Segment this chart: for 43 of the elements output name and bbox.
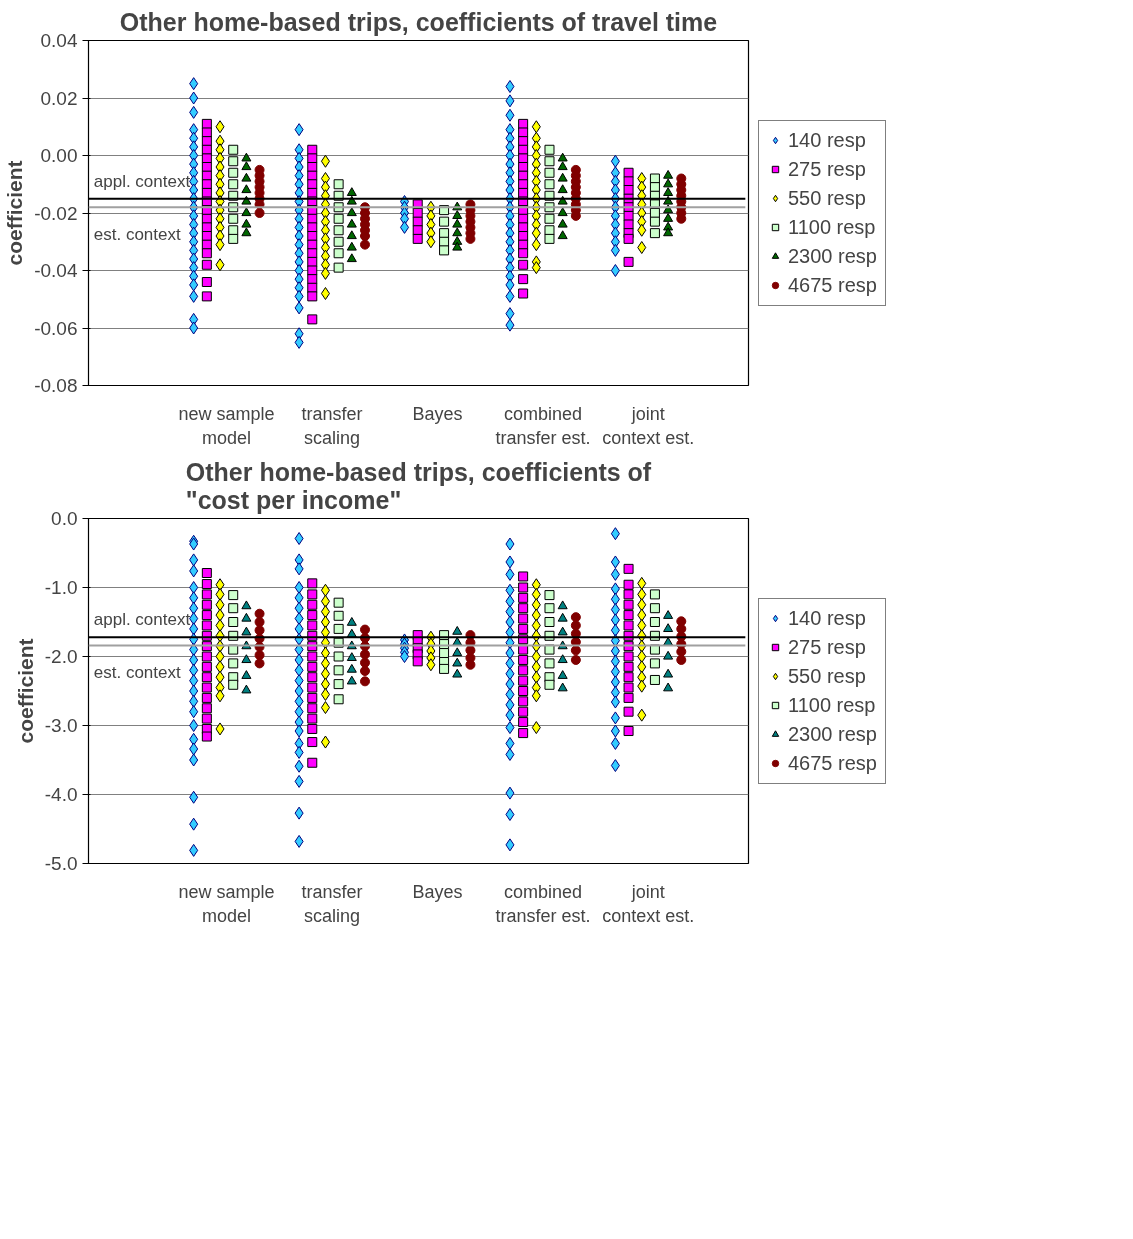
legend-label: 2300 resp <box>788 244 877 268</box>
x-tick-label: joint context est. <box>602 403 695 448</box>
y-tick-label: 0.00 <box>40 145 78 166</box>
y-axis-title: coefficient <box>13 638 37 744</box>
x-tick-label: new sample model <box>178 881 275 926</box>
y-tick-label: -0.02 <box>34 202 78 224</box>
y-tick-label: -2.0 <box>44 646 78 667</box>
x-tick-label: transfer scaling <box>301 403 363 448</box>
x-tick-label: joint context est. <box>602 881 695 926</box>
x-tick-label: Bayes <box>412 881 463 902</box>
legend-label: 550 resp <box>788 186 866 210</box>
y-tick-label: -0.04 <box>34 260 78 281</box>
legend-label: 275 resp <box>788 157 866 181</box>
y-tick-label: -0.08 <box>34 375 78 396</box>
ref-line-label: appl. context <box>93 171 191 191</box>
legend-label: 1100 resp <box>788 693 876 717</box>
y-tick-label: -5.0 <box>44 853 78 874</box>
y-tick-label: 0.04 <box>40 30 78 51</box>
legend-label: 1100 resp <box>788 215 876 239</box>
ref-line-label: est. context <box>93 225 181 245</box>
legend-label: 550 resp <box>788 664 866 688</box>
ref-line-label: appl. context <box>93 610 191 630</box>
legend-label: 140 resp <box>788 606 866 630</box>
y-tick-label: -3.0 <box>44 715 78 736</box>
legend-label: 2300 resp <box>788 722 877 746</box>
x-tick-label: combined transfer est. <box>495 881 591 926</box>
legend-label: 140 resp <box>788 128 866 152</box>
y-tick-label: -0.06 <box>34 317 78 339</box>
x-tick-label: new sample model <box>178 403 275 448</box>
y-tick-label: 0.0 <box>51 508 78 529</box>
y-axis-title: coefficient <box>3 160 27 266</box>
x-tick-label: Bayes <box>412 403 463 424</box>
legend-label: 275 resp <box>788 635 866 659</box>
y-tick-label: 0.02 <box>40 87 78 109</box>
legend-label: 4675 resp <box>788 751 877 775</box>
chart-title: Other home-based trips, coefficients of travel time <box>119 7 718 36</box>
x-tick-label: transfer scaling <box>301 881 363 926</box>
chart-title: Other home-based trips, coefficients of "cost per income" <box>185 457 652 514</box>
y-tick-label: -1.0 <box>44 577 78 598</box>
y-tick-label: -4.0 <box>44 784 78 805</box>
legend-label: 4675 resp <box>788 273 877 297</box>
x-tick-label: combined transfer est. <box>495 403 591 448</box>
ref-line-label: est. context <box>93 663 181 683</box>
